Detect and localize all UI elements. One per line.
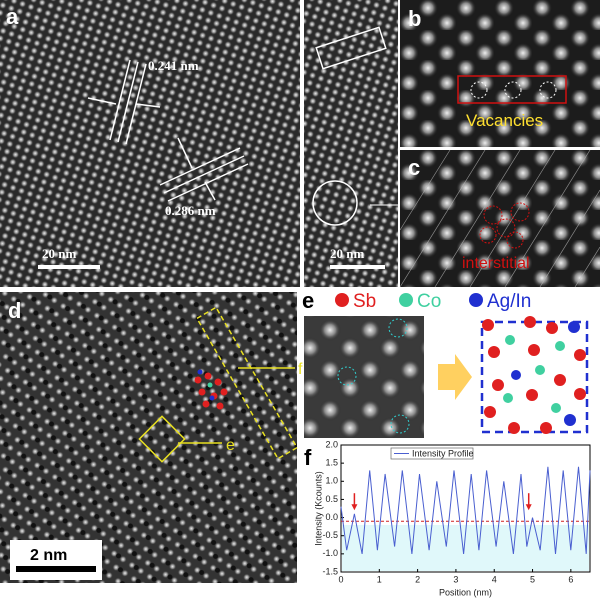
scale-bar [16, 566, 96, 572]
atom-overlay [194, 369, 228, 410]
x-tick-label: 0 [338, 574, 343, 584]
y-tick-label: -1.5 [322, 566, 338, 576]
data-line [340, 466, 591, 554]
y-tick-label: -1.0 [322, 548, 338, 558]
annotation-lines [87, 59, 249, 202]
pointers [138, 367, 295, 463]
x-tick-label: 4 [492, 574, 497, 584]
y-tick-label: 0.0 [325, 512, 338, 522]
lattice-model [482, 316, 586, 434]
vacancy-arrowhead [525, 504, 532, 511]
scale-bg [10, 540, 102, 580]
image-d [0, 292, 297, 583]
y-tick-label: 2.0 [325, 439, 338, 449]
legend-label: Sb [353, 291, 376, 312]
image-c [400, 150, 600, 287]
x-tick-label: 1 [377, 574, 382, 584]
legend-label: Intensity Profile [412, 448, 474, 458]
legend-label: Co [417, 291, 441, 312]
vacancy-arrowhead [351, 504, 358, 511]
pointer-label: f [298, 361, 303, 378]
legend-marker [399, 293, 413, 307]
image-b [400, 0, 600, 147]
image-e [304, 316, 424, 438]
spacing-label: 0.241 nm [148, 58, 199, 73]
region-circle [312, 180, 358, 226]
vacancies-label: Vacancies [466, 111, 543, 130]
scale-bar [38, 265, 100, 269]
panel-label: b [408, 6, 421, 31]
panel-label: e [302, 288, 314, 313]
image-a [0, 0, 300, 287]
y-tick-label: 1.5 [325, 458, 338, 468]
panel-label: a [6, 4, 19, 29]
vacancy-circles [337, 318, 410, 434]
y-tick-label: -0.5 [322, 530, 338, 540]
y-tick-label: 1.0 [325, 476, 338, 486]
scale-label: 20 nm [42, 246, 76, 261]
scale-bar [330, 265, 385, 269]
guide-lines [399, 149, 600, 288]
image-bc-overview [304, 0, 398, 287]
vacancy-box [457, 75, 567, 104]
legend-marker [335, 293, 349, 307]
legend-box [390, 447, 474, 460]
x-tick-label: 2 [415, 574, 420, 584]
x-tick-label: 5 [530, 574, 535, 584]
panel-label: d [8, 298, 21, 323]
panel-label: c [408, 155, 420, 180]
arrow [438, 354, 472, 400]
x-tick-label: 6 [568, 574, 573, 584]
legend-marker [469, 293, 483, 307]
y-tick-label: 0.5 [325, 494, 338, 504]
scale-label: 2 nm [30, 547, 67, 564]
x-axis-label: Position (nm) [439, 587, 492, 597]
panel-label: f [304, 445, 312, 470]
y-axis-label: Intensity (Kcounts) [313, 471, 323, 546]
profile-box [195, 306, 299, 460]
vacancy-circles [470, 81, 557, 99]
interstitial-circles [479, 202, 530, 249]
scale-label: 20 nm [330, 246, 364, 261]
x-tick-label: 3 [453, 574, 458, 584]
spacing-label: 0.286 nm [165, 203, 216, 218]
pointer-label: e [226, 437, 235, 454]
region-box [315, 26, 387, 70]
legend-label: Ag/In [487, 291, 531, 312]
interstitial-label: interstitial [462, 255, 530, 272]
